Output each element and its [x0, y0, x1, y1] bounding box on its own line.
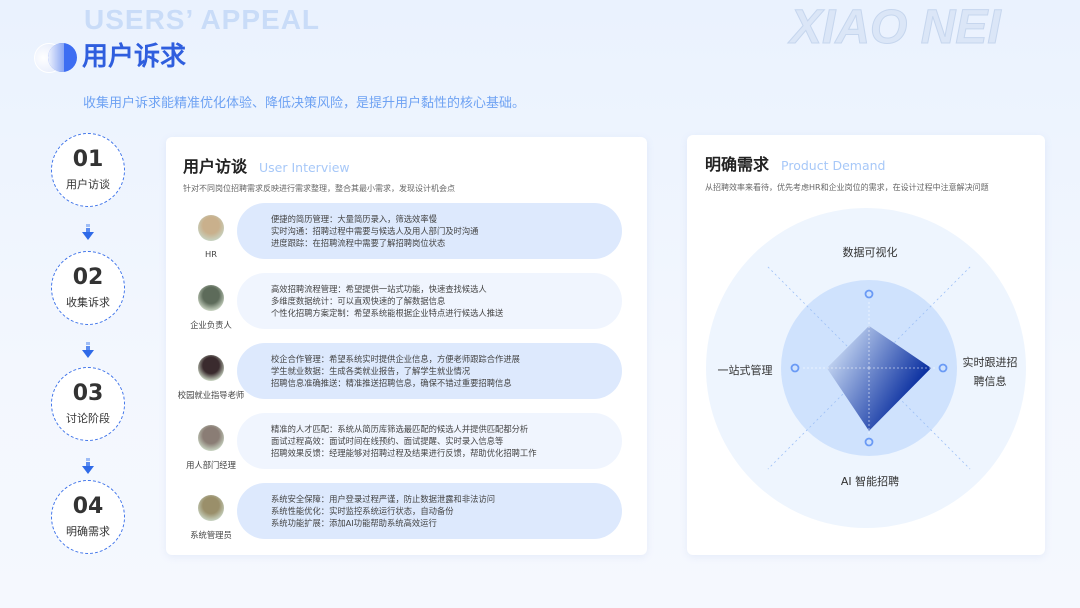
interview-bubble: 校企合作管理：希望系统实时提供企业信息，方便老师跟踪合作进展 学生就业数据：生成各… — [237, 343, 622, 399]
arrow-down-icon — [82, 458, 94, 474]
demand-title-en: Product Demand — [781, 158, 886, 173]
step-number: 01 — [72, 147, 104, 172]
role-label: 用人部门经理 — [186, 460, 236, 470]
interview-line: 便捷的简历管理：大量简历录入，筛选效率慢 — [271, 214, 437, 224]
interview-line: 实时沟通：招聘过程中需要与候选人及用人部门及时沟通 — [271, 226, 479, 236]
role-label: 校园就业指导老师 — [177, 390, 245, 400]
step-3: 03 讨论阶段 — [51, 367, 125, 441]
demand-title-cn: 明确需求 — [705, 155, 770, 174]
role-label: 企业负责人 — [190, 320, 232, 330]
step-label: 用户访谈 — [66, 178, 110, 191]
arrow-down-icon — [82, 224, 94, 240]
avatar — [198, 285, 224, 311]
interview-title: 用户访谈 User Interview — [183, 153, 350, 177]
interview-line: 进度跟踪：在招聘流程中需要了解招聘岗位状态 — [271, 238, 446, 248]
role-label: HR — [204, 249, 217, 259]
interview-line: 系统安全保障：用户登录过程严谨，防止数据泄露和非法访问 — [271, 494, 496, 504]
step-1: 01 用户访谈 — [51, 133, 125, 207]
radar-label-top: 数据可视化 — [842, 246, 898, 259]
watermark-text: USERS’ APPEAL — [84, 4, 321, 35]
interview-line: 精准的人才匹配：系统从简历库筛选最匹配的候选人并提供匹配都分析 — [271, 424, 529, 434]
interview-line: 系统性能优化：实时监控系统运行状态，自动备份 — [271, 506, 454, 516]
radar-axis-marker — [938, 363, 948, 373]
interview-line: 高效招聘流程管理：希望提供一站式功能，快速查找候选人 — [271, 284, 487, 294]
interview-desc: 针对不同岗位招聘需求反映进行需求整理，整合其最小需求，发现设计机会点 — [183, 184, 455, 193]
interview-title-cn: 用户访谈 — [183, 157, 248, 176]
radar-area — [826, 325, 932, 431]
radar-axis-marker — [864, 437, 874, 447]
step-number: 02 — [72, 265, 104, 290]
logo-overlap-icon — [48, 43, 64, 72]
role-label: 系统管理员 — [190, 530, 232, 540]
step-label: 收集诉求 — [66, 296, 110, 309]
radar-axis-marker — [790, 363, 800, 373]
interview-line: 学生就业数据：生成各类就业报告，了解学生就业情况 — [271, 366, 471, 376]
interview-line: 多维度数据统计：可以直观快速的了解数据信息 — [271, 296, 446, 306]
radar-label-right: 实时跟进招 聘信息 — [955, 353, 1025, 391]
interview-bubble: 高效招聘流程管理：希望提供一站式功能，快速查找候选人 多维度数据统计：可以直观快速… — [237, 273, 622, 329]
avatar — [198, 355, 224, 381]
step-4: 04 明确需求 — [51, 480, 125, 554]
avatar — [198, 425, 224, 451]
demand-title: 明确需求 Product Demand — [705, 151, 885, 175]
interview-bubble: 便捷的简历管理：大量简历录入，筛选效率慢实时沟通：招聘过程中需要与候选人及用人部… — [237, 203, 622, 259]
watermark-right: XIAO NEI — [790, 1, 1002, 54]
avatar — [198, 215, 224, 241]
radar-label-right-2: 聘信息 — [973, 375, 1007, 388]
step-number: 04 — [72, 494, 104, 519]
interview-bubble: 精准的人才匹配：系统从简历库筛选最匹配的候选人并提供匹配都分析 面试过程高效：面试… — [237, 413, 622, 469]
radar-label-bottom: AI 智能招聘 — [840, 475, 900, 488]
avatar — [198, 495, 224, 521]
step-label: 讨论阶段 — [66, 412, 110, 425]
arrow-down-icon — [82, 342, 94, 358]
interview-line: 校企合作管理：希望系统实时提供企业信息，方便老师跟踪合作进展 — [271, 354, 520, 364]
step-2: 02 收集诉求 — [51, 251, 125, 325]
interview-line: 招聘效果反馈：经理能够对招聘过程及结果进行反馈，帮助优化招聘工作 — [271, 448, 537, 458]
interview-line: 面试过程高效：面试时间在线预约、面试提醒、实时录入信息等 — [271, 436, 504, 446]
radar-label-right-1: 实时跟进招 — [962, 356, 1018, 369]
interview-line: 系统功能扩展：添加AI功能帮助系统高效运行 — [271, 518, 437, 528]
page-title: 用户诉求 — [82, 42, 187, 72]
interview-title-en: User Interview — [259, 160, 350, 175]
interview-bubble: 系统安全保障：用户登录过程严谨，防止数据泄露和非法访问 系统性能优化：实时监控系统… — [237, 483, 622, 539]
interview-line: 个性化招聘方案定制：希望系统能根据企业特点进行候选人推送 — [271, 308, 504, 318]
interview-line: 招聘信息准确推送：精准推送招聘信息，确保不错过重要招聘信息 — [271, 378, 512, 388]
step-number: 03 — [72, 381, 104, 406]
step-label: 明确需求 — [66, 525, 110, 538]
page-subtitle: 收集用户诉求能精准优化体验、降低决策风险，是提升用户黏性的核心基础。 — [83, 96, 526, 111]
radar-axis-marker — [864, 289, 874, 299]
demand-desc: 从招聘效率来看待，优先考虑HR和企业岗位的需求，在设计过程中注意解决问题 — [705, 183, 989, 192]
radar-label-left: 一站式管理 — [717, 364, 773, 377]
